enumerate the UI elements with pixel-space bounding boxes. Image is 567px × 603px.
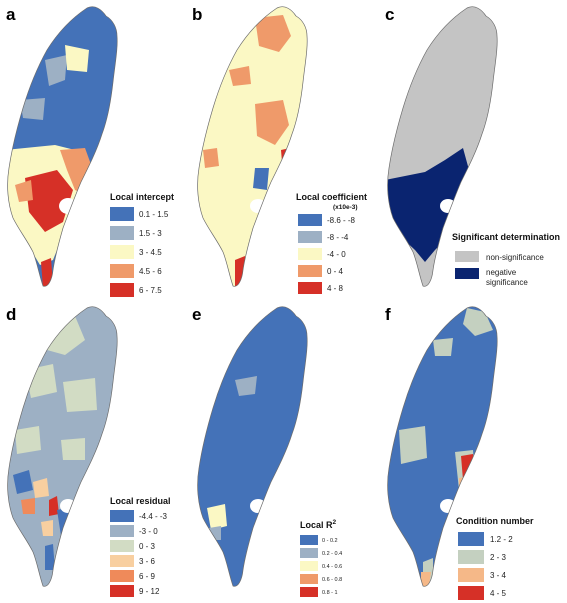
panel-letter-c: c <box>385 5 394 24</box>
legend-swatch-a-0 <box>110 207 134 221</box>
legend-swatch-d-1 <box>110 525 134 537</box>
legend-title-d: Local residual <box>110 496 171 506</box>
legend-label-f-2: 3 - 4 <box>490 571 507 580</box>
legend-label-a-1: 1.5 - 3 <box>139 229 162 238</box>
legend-label-d-2: 0 - 3 <box>139 542 156 551</box>
panel-e <box>197 306 308 587</box>
legend-swatch-e-4 <box>300 587 318 597</box>
legend-swatch-b-2 <box>298 248 322 260</box>
legend-swatch-c-0 <box>455 251 479 262</box>
panel-letter-b: b <box>192 5 202 24</box>
legend-swatch-e-1 <box>300 548 318 558</box>
legend-label-e-4: 0.8 - 1 <box>322 590 338 596</box>
legend-label-b-1: -8 - -4 <box>327 233 349 242</box>
legend-swatch-e-3 <box>300 574 318 584</box>
legend-label-b-4: 4 - 8 <box>327 284 344 293</box>
legend-label-d-1: -3 - 0 <box>139 527 158 536</box>
legend-title-c: Significant determination <box>452 232 560 242</box>
legend-swatch-d-2 <box>110 540 134 552</box>
legend-label-f-3: 4 - 5 <box>490 589 507 598</box>
panel-f <box>387 306 498 587</box>
legend-c: Significant determination non-significan… <box>452 232 560 287</box>
legend-title-e: Local R2 <box>300 519 337 530</box>
legend-title-b: Local coefficient <box>296 192 367 202</box>
legend-label-b-2: -4 - 0 <box>327 250 346 259</box>
legend-label-d-5: 9 - 12 <box>139 587 160 596</box>
legend-swatch-d-0 <box>110 510 134 522</box>
legend-e: Local R2 0 - 0.2 0.2 - 0.4 0.4 - 0.6 0.6… <box>300 519 342 597</box>
legend-swatch-a-4 <box>110 283 134 297</box>
legend-label-b-3: 0 - 4 <box>327 267 344 276</box>
legend-swatch-d-5 <box>110 585 134 597</box>
legend-label-b-0: -8.6 - -8 <box>327 216 356 225</box>
legend-label-e-0: 0 - 0.2 <box>322 538 338 544</box>
legend-swatch-a-1 <box>110 226 134 240</box>
legend-title-e-sup: 2 <box>333 519 337 526</box>
legend-swatch-c-1 <box>455 268 479 279</box>
legend-swatch-a-2 <box>110 245 134 259</box>
legend-label-a-2: 3 - 4.5 <box>139 248 162 257</box>
legend-swatch-f-0 <box>458 532 484 546</box>
legend-swatch-b-0 <box>298 214 322 226</box>
legend-swatch-b-3 <box>298 265 322 277</box>
panel-letter-e: e <box>192 305 201 324</box>
legend-swatch-d-4 <box>110 570 134 582</box>
legend-swatch-e-2 <box>300 561 318 571</box>
legend-label-c-1: negative <box>486 268 517 277</box>
legend-title-e-main: Local R <box>300 520 333 530</box>
legend-label-e-3: 0.6 - 0.8 <box>322 577 342 583</box>
legend-label-e-2: 0.4 - 0.6 <box>322 564 342 570</box>
legend-label-a-3: 4.5 - 6 <box>139 267 162 276</box>
legend-label-c-1b: significance <box>486 278 528 287</box>
panel-a <box>7 6 118 287</box>
legend-label-a-0: 0.1 - 1.5 <box>139 210 169 219</box>
legend-swatch-b-4 <box>298 282 322 294</box>
panel-d <box>7 306 118 587</box>
legend-swatch-f-2 <box>458 568 484 582</box>
legend-a: Local intercept 0.1 - 1.5 1.5 - 3 3 - 4.… <box>110 192 174 297</box>
legend-swatch-e-0 <box>300 535 318 545</box>
panel-letter-a: a <box>6 5 16 24</box>
legend-swatch-b-1 <box>298 231 322 243</box>
legend-title-a: Local intercept <box>110 192 174 202</box>
panel-b <box>197 6 308 287</box>
legend-d: Local residual -4.4 - -3 -3 - 0 0 - 3 3 … <box>110 496 171 597</box>
legend-label-d-3: 3 - 6 <box>139 557 156 566</box>
legend-label-d-0: -4.4 - -3 <box>139 512 168 521</box>
legend-subtitle-b: (x10e-3) <box>333 204 358 211</box>
legend-label-d-4: 6 - 9 <box>139 572 156 581</box>
legend-label-a-4: 6 - 7.5 <box>139 286 162 295</box>
legend-title-f: Condition number <box>456 516 534 526</box>
legend-swatch-f-1 <box>458 550 484 564</box>
legend-label-e-1: 0.2 - 0.4 <box>322 551 342 557</box>
legend-swatch-f-3 <box>458 586 484 600</box>
legend-label-f-0: 1.2 - 2 <box>490 535 513 544</box>
panel-letter-f: f <box>385 305 391 324</box>
legend-label-c-0: non-significance <box>486 253 544 262</box>
legend-b: Local coefficient (x10e-3) -8.6 - -8 -8 … <box>296 192 367 294</box>
legend-swatch-a-3 <box>110 264 134 278</box>
legend-label-f-1: 2 - 3 <box>490 553 507 562</box>
legend-f: Condition number 1.2 - 2 2 - 3 3 - 4 4 -… <box>456 516 534 600</box>
legend-swatch-d-3 <box>110 555 134 567</box>
panel-letter-d: d <box>6 305 16 324</box>
